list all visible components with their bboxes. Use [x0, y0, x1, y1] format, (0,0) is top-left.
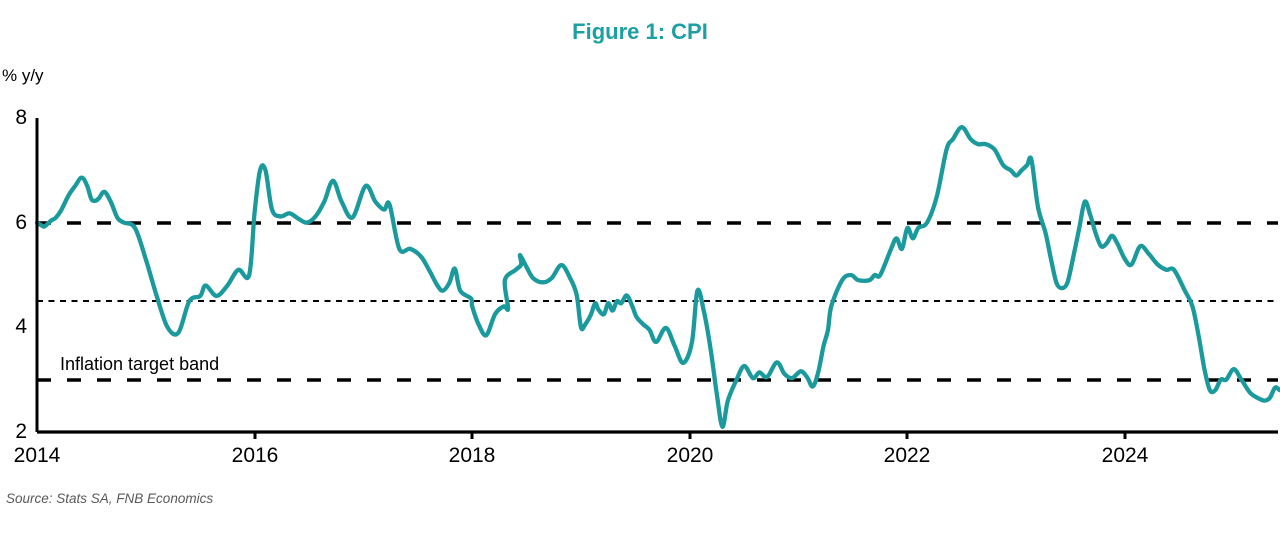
svg-text:2014: 2014 [14, 444, 61, 467]
svg-text:4: 4 [15, 315, 27, 338]
svg-text:Figure 1: CPI: Figure 1: CPI [572, 19, 708, 44]
svg-text:2024: 2024 [1102, 444, 1149, 467]
svg-text:2018: 2018 [449, 444, 496, 467]
svg-text:2022: 2022 [884, 444, 931, 467]
svg-text:2020: 2020 [667, 444, 714, 467]
svg-text:6: 6 [15, 211, 27, 234]
svg-text:Source: Stats SA, FNB Economic: Source: Stats SA, FNB Economics [6, 491, 213, 506]
svg-text:Inflation target band: Inflation target band [60, 354, 219, 374]
svg-text:8: 8 [15, 106, 27, 129]
svg-text:2016: 2016 [232, 444, 279, 467]
svg-text:% y/y: % y/y [2, 66, 44, 85]
svg-text:2: 2 [15, 420, 27, 443]
